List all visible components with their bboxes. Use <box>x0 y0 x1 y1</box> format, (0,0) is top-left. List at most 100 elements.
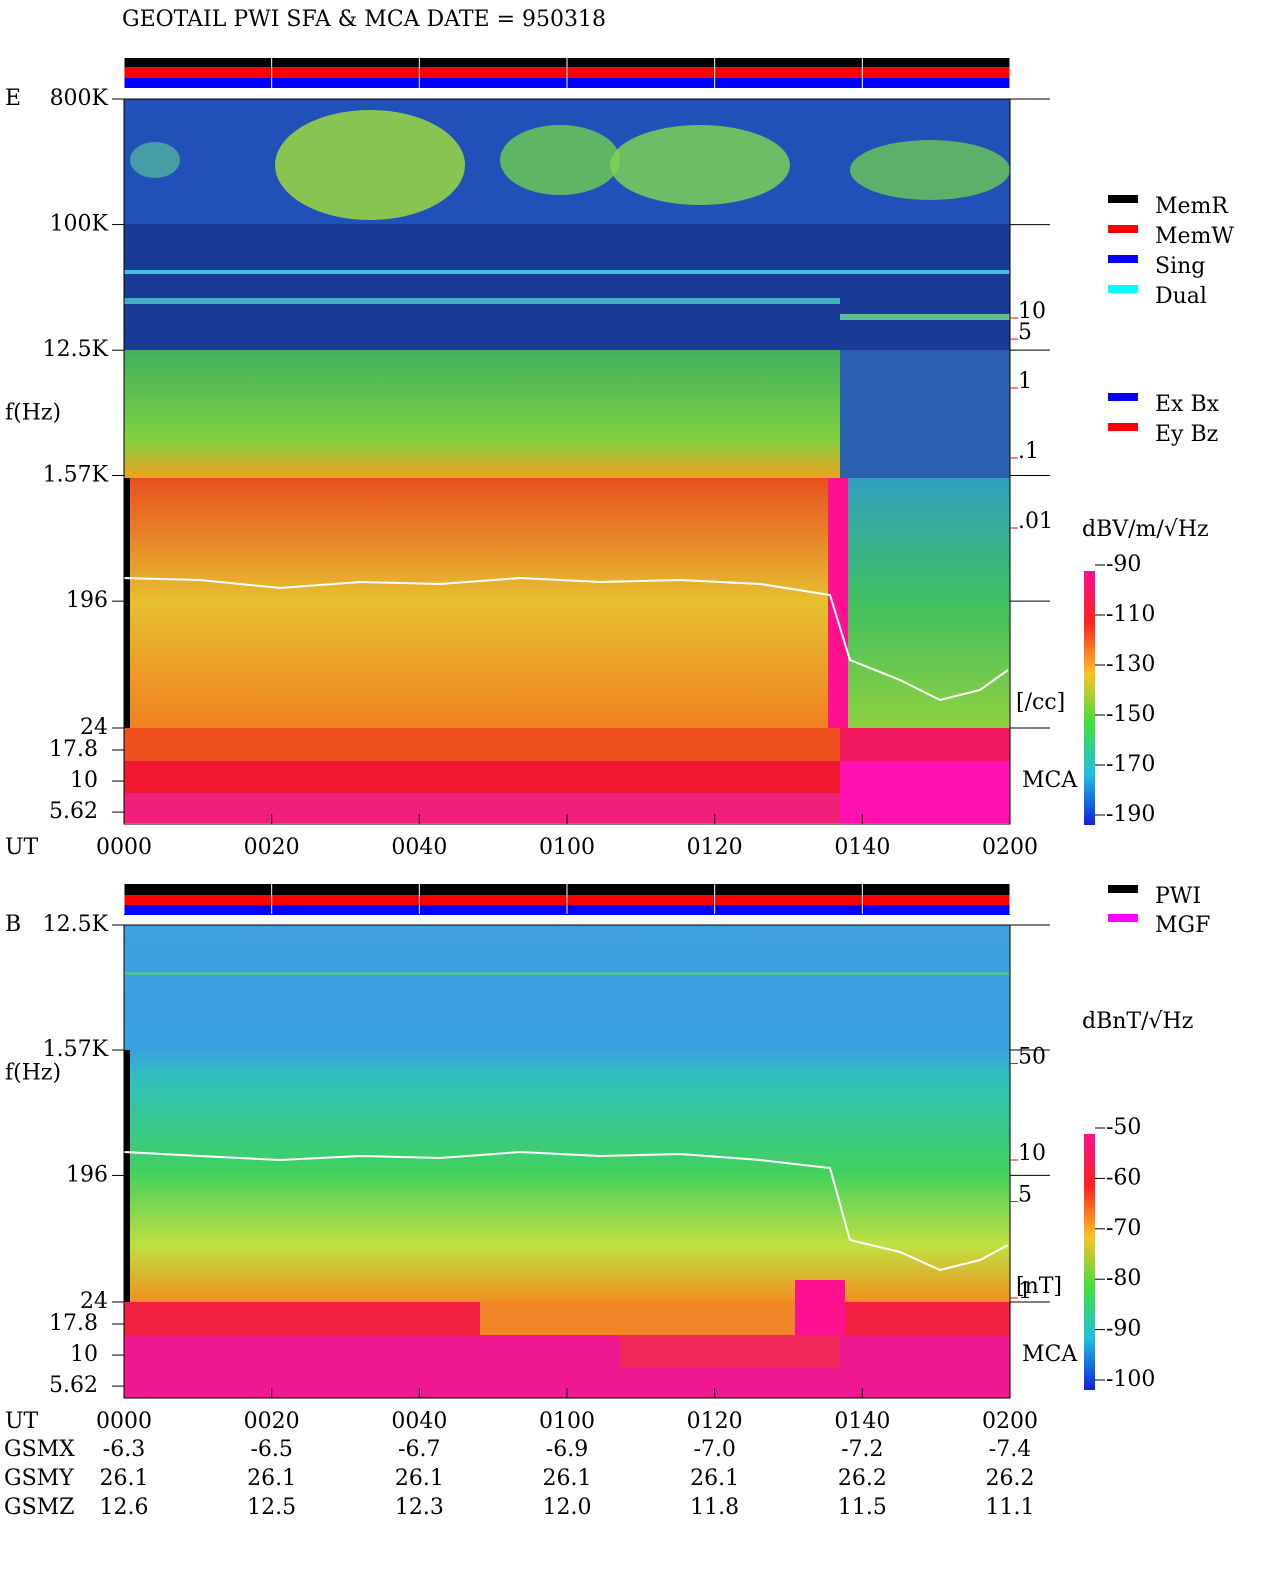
x-tick-label: 0120 <box>687 1409 743 1434</box>
mca-band <box>840 728 1010 761</box>
x-tick-label: 0000 <box>96 1409 152 1434</box>
y-tick-label: 196 <box>66 588 108 613</box>
mca-band <box>840 761 1010 823</box>
colorbar-label: dBV/m/√Hz <box>1082 517 1209 542</box>
legend-swatch <box>1108 914 1138 922</box>
density-tick-label: 10 <box>1018 299 1046 324</box>
y-tick-label: 24 <box>80 715 108 740</box>
orbit-value: 26.1 <box>543 1466 592 1491</box>
mca-tick-label: 10 <box>70 768 98 793</box>
colorbar <box>1084 1134 1095 1390</box>
mem-trace <box>124 1050 130 1302</box>
y-tick-label: 100K <box>50 212 109 237</box>
y-tick-label: 1.57K <box>43 462 109 487</box>
colorbar <box>1084 571 1095 825</box>
e-spectrogram <box>123 99 1010 823</box>
x-tick-label: 0120 <box>687 835 743 860</box>
orbit-value: -6.5 <box>250 1437 292 1462</box>
colorbar-tick-label: -190 <box>1106 802 1155 827</box>
orbit-value: 26.2 <box>838 1466 887 1491</box>
mca-band <box>620 1335 840 1368</box>
x-tick-label: 0020 <box>244 835 300 860</box>
y-tick-label: 196 <box>66 1162 108 1187</box>
legend-label: MGF <box>1155 913 1210 938</box>
y-tick-label: 12.5K <box>43 912 109 937</box>
colorbar-tick-label: -70 <box>1106 1216 1141 1241</box>
mca-tick-label: 17.8 <box>49 1311 98 1336</box>
mca-tick-label: 5.62 <box>49 799 98 824</box>
y-tick-label: 1.57K <box>43 1037 109 1062</box>
legend-label: MemW <box>1155 224 1234 249</box>
legend-label: Sing <box>1155 254 1205 279</box>
density-unit: [nT] <box>1016 1274 1062 1299</box>
mca-band <box>124 761 840 793</box>
mem-trace <box>124 478 130 728</box>
trace <box>123 576 1009 702</box>
mca-band <box>124 793 840 823</box>
x-tick-label: 0040 <box>391 1409 447 1434</box>
legend-swatch <box>1108 423 1138 431</box>
band <box>828 478 848 728</box>
x-tick-label: 0040 <box>391 835 447 860</box>
legend-swatch <box>1108 285 1138 293</box>
orbit-value: -6.7 <box>398 1437 440 1462</box>
x-tick-label: 0100 <box>539 835 595 860</box>
y-axis-label: f(Hz) <box>5 401 61 426</box>
orbit-row-label: GSMZ <box>4 1495 74 1520</box>
legend-swatch <box>1108 255 1138 263</box>
mca-band <box>124 728 840 761</box>
legend-label: Dual <box>1155 284 1207 309</box>
orbit-value: -7.4 <box>989 1437 1031 1462</box>
legend-swatch <box>1108 195 1138 203</box>
orbit-value: 26.1 <box>100 1466 149 1491</box>
y-tick-label: 12.5K <box>43 337 109 362</box>
band <box>124 478 840 728</box>
legend-swatch <box>1108 225 1138 233</box>
colorbar-tick-label: -100 <box>1106 1367 1155 1392</box>
emission <box>130 142 180 178</box>
orbit-value: 26.1 <box>247 1466 296 1491</box>
orbit-value: 26.1 <box>690 1466 739 1491</box>
x-tick-label: 0000 <box>96 835 152 860</box>
orbit-value: 26.1 <box>395 1466 444 1491</box>
orbit-row-label: GSMX <box>4 1437 75 1462</box>
x-tick-label: 0200 <box>982 835 1038 860</box>
orbit-value: -7.0 <box>693 1437 735 1462</box>
legend-swatch <box>1108 393 1138 401</box>
orbit-value: 12.0 <box>543 1495 592 1520</box>
orbit-value: 12.5 <box>247 1495 296 1520</box>
y-tick-label: 24 <box>80 1289 108 1314</box>
y-tick-label: 800K <box>50 86 109 111</box>
mca-tick-label: 10 <box>70 1342 98 1367</box>
mca-label: MCA <box>1022 768 1078 793</box>
mca-band <box>124 1335 1010 1398</box>
density-tick-label: .1 <box>1018 439 1039 464</box>
density-tick-label: 10 <box>1018 1141 1046 1166</box>
emission <box>500 125 620 195</box>
emission <box>275 110 465 220</box>
x-axis-label: UT <box>5 835 39 860</box>
band <box>795 1280 845 1335</box>
mca-tick-label: 17.8 <box>49 737 98 762</box>
mca-tick-label: 5.62 <box>49 1373 98 1398</box>
orbit-value: 26.2 <box>986 1466 1035 1491</box>
orbit-value: 12.3 <box>395 1495 444 1520</box>
band-line <box>124 972 1010 975</box>
colorbar-tick-label: -60 <box>1106 1165 1141 1190</box>
legend-label: Ex Bx <box>1155 392 1220 417</box>
x-axis-label: UT <box>5 1409 39 1434</box>
colorbar-tick-label: -50 <box>1106 1115 1141 1140</box>
band <box>124 224 1010 350</box>
emission <box>850 140 1010 200</box>
band <box>124 350 840 478</box>
orbit-value: -7.2 <box>841 1437 883 1462</box>
band-line <box>124 298 840 304</box>
y-axis-label: f(Hz) <box>5 1061 61 1086</box>
x-tick-label: 0100 <box>539 1409 595 1434</box>
b-spectrogram <box>123 925 1010 1398</box>
band <box>124 925 1010 1302</box>
band <box>840 350 1010 478</box>
band-line <box>840 314 1010 320</box>
